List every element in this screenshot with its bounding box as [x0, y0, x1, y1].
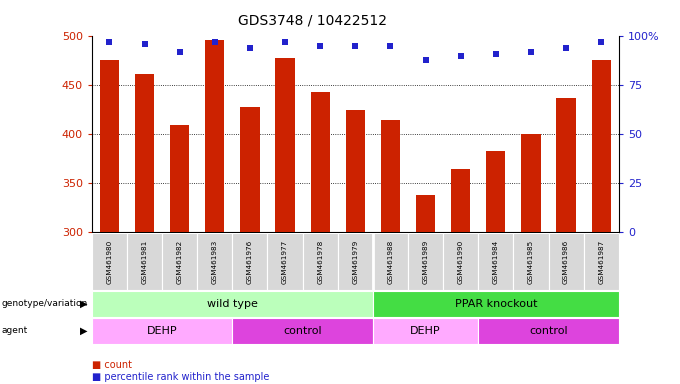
- Bar: [381, 120, 400, 232]
- Bar: [135, 74, 154, 232]
- Text: PPAR knockout: PPAR knockout: [455, 299, 537, 309]
- Text: GSM461985: GSM461985: [528, 239, 534, 284]
- Bar: [373, 233, 408, 290]
- Text: ▶: ▶: [80, 326, 88, 336]
- Bar: [345, 110, 365, 232]
- Text: GSM461978: GSM461978: [317, 239, 323, 284]
- Text: GSM461982: GSM461982: [177, 239, 183, 284]
- Bar: [373, 318, 478, 344]
- Bar: [486, 151, 505, 232]
- Text: control: control: [284, 326, 322, 336]
- Bar: [197, 233, 233, 290]
- Bar: [478, 233, 513, 290]
- Text: ■ count: ■ count: [92, 360, 132, 370]
- Bar: [373, 291, 619, 317]
- Bar: [408, 233, 443, 290]
- Bar: [100, 60, 119, 232]
- Bar: [338, 233, 373, 290]
- Bar: [275, 58, 294, 232]
- Text: GDS3748 / 10422512: GDS3748 / 10422512: [238, 13, 388, 27]
- Bar: [583, 233, 619, 290]
- Text: GSM461989: GSM461989: [422, 239, 428, 284]
- Text: control: control: [529, 326, 568, 336]
- Bar: [170, 125, 189, 232]
- Bar: [522, 134, 541, 232]
- Bar: [162, 233, 197, 290]
- Bar: [92, 291, 373, 317]
- Bar: [478, 318, 619, 344]
- Bar: [451, 169, 471, 232]
- Bar: [311, 92, 330, 232]
- Text: GSM461976: GSM461976: [247, 239, 253, 284]
- Text: GSM461977: GSM461977: [282, 239, 288, 284]
- Text: wild type: wild type: [207, 299, 258, 309]
- Bar: [92, 318, 233, 344]
- Text: GSM461987: GSM461987: [598, 239, 605, 284]
- Bar: [127, 233, 162, 290]
- Text: GSM461988: GSM461988: [388, 239, 394, 284]
- Bar: [233, 318, 373, 344]
- Text: GSM461981: GSM461981: [141, 239, 148, 284]
- Text: ▶: ▶: [80, 299, 88, 309]
- Bar: [92, 233, 127, 290]
- Bar: [592, 60, 611, 232]
- Text: GSM461979: GSM461979: [352, 239, 358, 284]
- Bar: [416, 195, 435, 232]
- Bar: [443, 233, 478, 290]
- Bar: [549, 233, 583, 290]
- Text: ■ percentile rank within the sample: ■ percentile rank within the sample: [92, 372, 269, 382]
- Text: GSM461984: GSM461984: [493, 239, 499, 284]
- Text: GSM461986: GSM461986: [563, 239, 569, 284]
- Text: genotype/variation: genotype/variation: [1, 299, 88, 308]
- Bar: [303, 233, 338, 290]
- Text: DEHP: DEHP: [410, 326, 441, 336]
- Text: GSM461990: GSM461990: [458, 239, 464, 284]
- Bar: [205, 40, 224, 232]
- Bar: [556, 98, 576, 232]
- Text: DEHP: DEHP: [147, 326, 177, 336]
- Text: GSM461980: GSM461980: [106, 239, 112, 284]
- Text: agent: agent: [1, 326, 28, 335]
- Bar: [240, 107, 260, 232]
- Bar: [513, 233, 549, 290]
- Bar: [267, 233, 303, 290]
- Text: GSM461983: GSM461983: [211, 239, 218, 284]
- Bar: [233, 233, 267, 290]
